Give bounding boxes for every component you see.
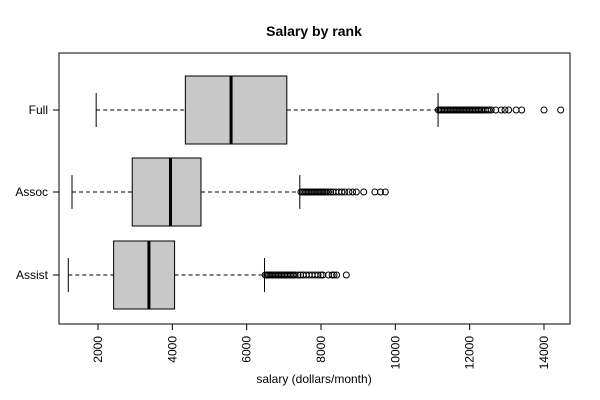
y-axis: Full Assoc Assist [15, 103, 59, 282]
outlier-point-full [518, 106, 526, 114]
x-tick-label-12000: 12000 [463, 336, 477, 370]
x-tick-label-10000: 10000 [388, 336, 402, 370]
box-full [95, 75, 565, 145]
chart-title: Salary by rank [266, 23, 362, 39]
outlier-point-full [485, 106, 493, 114]
outlier-point-assoc [338, 188, 346, 196]
outlier-point-assist [330, 271, 338, 279]
y-tick-label-assist: Assist [16, 268, 49, 282]
x-tick-label-2000: 2000 [91, 336, 105, 363]
outlier-point-assoc [345, 188, 353, 196]
outlier-point-assoc [360, 188, 368, 196]
x-tick-label-4000: 4000 [165, 336, 179, 363]
outlier-point-full [501, 106, 509, 114]
outlier-point-assist [333, 271, 341, 279]
outlier-point-assoc [341, 188, 349, 196]
y-tick-label-full: Full [29, 103, 48, 117]
iqr-box-full [184, 75, 288, 145]
outlier-point-full [540, 106, 548, 114]
outlier-point-assoc [324, 188, 332, 196]
plot-frame [58, 52, 571, 325]
outlier-point-assoc [352, 188, 360, 196]
outlier-point-full [487, 106, 495, 114]
iqr-box-assoc [131, 157, 202, 227]
outlier-point-assoc [376, 188, 384, 196]
outlier-point-full [557, 106, 565, 114]
box-assist [67, 240, 350, 310]
x-axis: 2000 4000 6000 8000 10000 12000 14000 [91, 324, 551, 369]
outlier-point-assoc [381, 188, 389, 196]
iqr-box-assist [113, 240, 176, 310]
x-axis-label: salary (dollars/month) [256, 372, 371, 386]
outlier-point-assoc [349, 188, 357, 196]
y-tick-label-assoc: Assoc [15, 185, 48, 199]
outlier-point-assist [314, 271, 322, 279]
boxes-group [67, 75, 565, 310]
x-tick-label-8000: 8000 [314, 336, 328, 363]
outlier-point-assist [342, 271, 350, 279]
outlier-point-assoc [322, 188, 330, 196]
outlier-point-assoc [327, 188, 335, 196]
outlier-point-assist [328, 271, 336, 279]
outlier-point-full [505, 106, 513, 114]
box-assoc [71, 157, 389, 227]
outlier-point-assist [294, 271, 302, 279]
x-tick-label-6000: 6000 [240, 336, 254, 363]
outlier-point-assist [317, 271, 325, 279]
x-tick-label-14000: 14000 [537, 336, 551, 370]
outlier-point-full [497, 106, 505, 114]
